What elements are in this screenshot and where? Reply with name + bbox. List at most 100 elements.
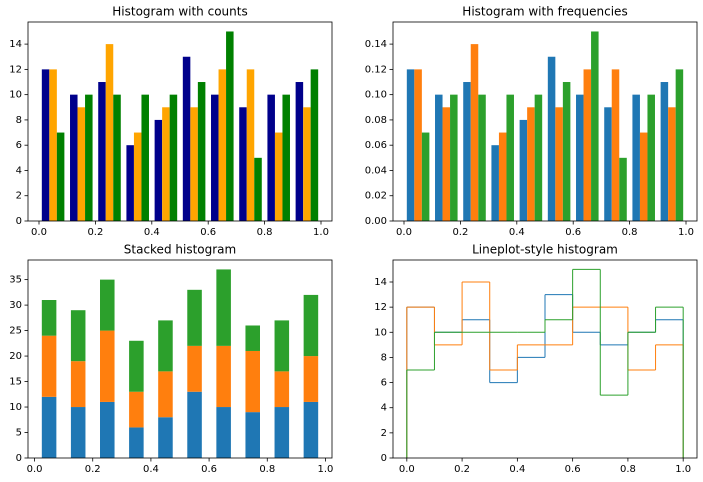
x-tick-label: 0.8 (259, 464, 275, 475)
bar (162, 107, 170, 221)
y-tick-label: 14 (9, 39, 22, 50)
y-tick-label: 35 (9, 275, 22, 286)
x-tick-label: 0.2 (452, 227, 468, 238)
y-tick-label: 10 (9, 402, 22, 413)
bar (675, 69, 684, 221)
bar (85, 94, 93, 221)
y-tick-label: 0 (381, 453, 387, 464)
x-tick-label: 0.8 (620, 464, 636, 475)
bar-segment (245, 412, 260, 458)
x-tick-label: 0.4 (509, 464, 525, 475)
bar (406, 69, 415, 221)
bar (282, 94, 290, 221)
bar (547, 56, 556, 221)
bar (246, 69, 255, 221)
y-tick-label: 0.04 (365, 165, 387, 176)
bar (583, 69, 592, 221)
bar (197, 82, 206, 222)
bar (591, 31, 599, 221)
bar-segment (41, 396, 57, 458)
bar (98, 82, 106, 222)
bar-segment (100, 401, 115, 458)
bar (41, 69, 50, 221)
bar (668, 107, 676, 221)
x-tick-label: 1.0 (318, 464, 334, 475)
bar-segment (303, 294, 319, 357)
bar (70, 94, 78, 221)
x-tick-label: 0.4 (143, 464, 159, 475)
y-tick-label: 25 (9, 326, 22, 337)
bar (660, 82, 669, 222)
bar-segment (274, 407, 290, 458)
axes-frame (27, 21, 333, 222)
bar (303, 107, 311, 221)
bar (435, 94, 443, 221)
bar-segment (41, 300, 57, 336)
bar (450, 94, 458, 221)
bar (169, 94, 178, 221)
bar (254, 157, 262, 221)
bar (470, 44, 479, 221)
x-tick-label: 1.0 (678, 227, 694, 238)
bar (534, 94, 543, 221)
bar (267, 94, 275, 221)
y-tick-label: 8 (381, 352, 387, 363)
chart-title: Histogram with counts (112, 5, 247, 19)
y-tick-label: 0.02 (365, 191, 387, 202)
bar-segment (158, 417, 173, 458)
y-tick-label: 2 (381, 428, 387, 439)
bar (478, 94, 486, 221)
y-tick-label: 12 (374, 302, 387, 313)
y-tick-label: 0.12 (365, 64, 387, 75)
bar (190, 107, 198, 221)
bar (632, 94, 640, 221)
bar (611, 69, 620, 221)
x-tick-label: 0.2 (454, 464, 470, 475)
x-tick-label: 0.8 (257, 227, 273, 238)
bar-segment (187, 391, 202, 458)
bar-segment (216, 269, 231, 346)
x-tick-label: 0.0 (399, 464, 415, 475)
y-tick-label: 2 (16, 191, 22, 202)
y-tick-label: 0.06 (365, 140, 387, 151)
x-tick-label: 0.0 (396, 227, 412, 238)
x-tick-label: 0.2 (87, 227, 103, 238)
bar (239, 107, 247, 221)
bar (619, 157, 627, 221)
bar (274, 132, 283, 221)
y-tick-label: 6 (16, 140, 22, 151)
bar (141, 94, 149, 221)
bar-segment (303, 401, 319, 458)
bar (49, 69, 57, 221)
bar-segment (245, 325, 260, 351)
y-tick-label: 0 (16, 453, 22, 464)
bar (442, 107, 451, 221)
y-tick-label: 4 (16, 165, 22, 176)
bar (133, 132, 142, 221)
y-tick-label: 6 (381, 378, 387, 389)
y-tick-label: 8 (16, 115, 22, 126)
bar (555, 107, 563, 221)
bar (421, 132, 430, 221)
bar-segment (129, 340, 144, 392)
bar (506, 94, 514, 221)
chart-title: Stacked histogram (124, 243, 236, 257)
chart-title: Lineplot-style histogram (472, 243, 618, 257)
bar (576, 94, 584, 221)
y-tick-label: 10 (374, 327, 387, 338)
bar (105, 44, 114, 221)
bar (226, 31, 234, 221)
y-tick-label: 0.10 (365, 90, 387, 101)
bar (562, 82, 571, 222)
axes-frame (392, 21, 698, 222)
bar-segment (100, 330, 115, 402)
bar (498, 132, 507, 221)
bar (56, 132, 65, 221)
bar-segment (100, 279, 115, 331)
bar (604, 107, 612, 221)
bar-segment (245, 350, 260, 413)
bar (154, 119, 163, 221)
y-tick-label: 0.14 (365, 39, 387, 50)
bar-segment (274, 320, 290, 372)
